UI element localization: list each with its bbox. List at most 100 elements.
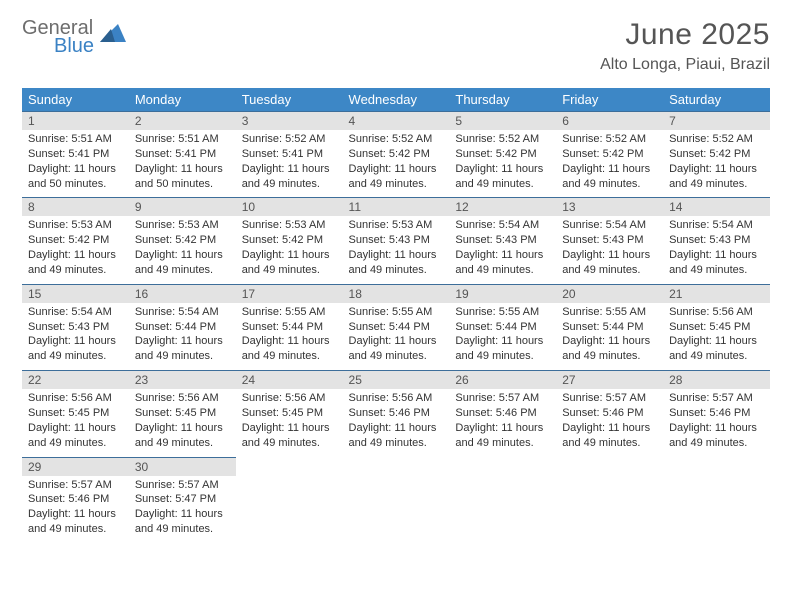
- day-details: Sunrise: 5:55 AMSunset: 5:44 PMDaylight:…: [449, 303, 556, 370]
- sunrise-line: Sunrise: 5:54 AM: [135, 306, 219, 318]
- day-number: 7: [663, 111, 770, 130]
- daylight-line: Daylight: 11 hours and 49 minutes.: [349, 163, 437, 190]
- sunrise-line: Sunrise: 5:54 AM: [455, 219, 539, 231]
- sunset-line: Sunset: 5:44 PM: [562, 321, 643, 333]
- sunrise-line: Sunrise: 5:57 AM: [669, 392, 753, 404]
- calendar-day-cell: 8Sunrise: 5:53 AMSunset: 5:42 PMDaylight…: [22, 197, 129, 283]
- calendar-day-cell: 11Sunrise: 5:53 AMSunset: 5:43 PMDayligh…: [343, 197, 450, 283]
- sunset-line: Sunset: 5:46 PM: [455, 407, 536, 419]
- sunset-line: Sunset: 5:46 PM: [349, 407, 430, 419]
- daylight-line: Daylight: 11 hours and 49 minutes.: [562, 422, 650, 449]
- sunset-line: Sunset: 5:43 PM: [455, 234, 536, 246]
- day-number: 12: [449, 197, 556, 216]
- calendar-week-row: 15 Sunrise: 5:54 AM Sunset: 5:43 PM Dayligh…: [22, 284, 770, 370]
- day-details: Sunrise: 5:56 AMSunset: 5:45 PMDaylight:…: [129, 389, 236, 456]
- day-number: 28: [663, 370, 770, 389]
- day-details: Sunrise: 5:53 AMSunset: 5:42 PMDaylight:…: [236, 216, 343, 283]
- daylight-line: Daylight: 11 hours and 49 minutes.: [242, 422, 330, 449]
- day-details: Sunrise: 5:55 AM Sunset: 5:44 PM Daylight:…: [556, 303, 663, 370]
- day-number: 30: [129, 457, 236, 476]
- calendar-table: SundayMondayTuesdayWednesdayThursdayFrid…: [22, 88, 770, 543]
- day-number: 13: [556, 197, 663, 216]
- calendar-day-cell: 4Sunrise: 5:52 AMSunset: 5:42 PMDaylight…: [343, 111, 450, 197]
- calendar-empty-cell: [556, 457, 663, 543]
- day-details: Sunrise: 5:57 AM Sunset: 5:46 PM Daylight:…: [22, 476, 129, 543]
- sunset-line: Sunset: 5:45 PM: [242, 407, 323, 419]
- calendar-day-cell: 5Sunrise: 5:52 AMSunset: 5:42 PMDaylight…: [449, 111, 556, 197]
- sunset-line: Sunset: 5:42 PM: [455, 148, 536, 160]
- calendar-empty-cell: [663, 457, 770, 543]
- calendar-day-cell: 15 Sunrise: 5:54 AM Sunset: 5:43 PM Dayligh…: [22, 284, 129, 370]
- sunset-line: Sunset: 5:41 PM: [28, 148, 109, 160]
- day-number: 5: [449, 111, 556, 130]
- sunset-line: Sunset: 5:44 PM: [455, 321, 536, 333]
- weekday-header-row: SundayMondayTuesdayWednesdayThursdayFrid…: [22, 88, 770, 111]
- sunset-line: Sunset: 5:46 PM: [669, 407, 750, 419]
- calendar-day-cell: 26Sunrise: 5:57 AMSunset: 5:46 PMDayligh…: [449, 370, 556, 456]
- day-details: Sunrise: 5:55 AMSunset: 5:44 PMDaylight:…: [236, 303, 343, 370]
- daylight-line: Daylight: 11 hours and 49 minutes.: [135, 335, 223, 362]
- logo: General Blue: [22, 18, 126, 56]
- calendar-day-cell: 9Sunrise: 5:53 AMSunset: 5:42 PMDaylight…: [129, 197, 236, 283]
- day-number: 6: [556, 111, 663, 130]
- day-details: Sunrise: 5:53 AMSunset: 5:43 PMDaylight:…: [343, 216, 450, 283]
- calendar-day-cell: 19Sunrise: 5:55 AMSunset: 5:44 PMDayligh…: [449, 284, 556, 370]
- sunrise-line: Sunrise: 5:54 AM: [28, 306, 112, 318]
- calendar-day-cell: 1Sunrise: 5:51 AMSunset: 5:41 PMDaylight…: [22, 111, 129, 197]
- sunrise-line: Sunrise: 5:56 AM: [349, 392, 433, 404]
- calendar-empty-cell: [343, 457, 450, 543]
- sunrise-line: Sunrise: 5:53 AM: [242, 219, 326, 231]
- sunrise-line: Sunrise: 5:57 AM: [28, 479, 112, 491]
- day-number: 8: [22, 197, 129, 216]
- day-number: 4: [343, 111, 450, 130]
- day-details: Sunrise: 5:54 AMSunset: 5:43 PMDaylight:…: [449, 216, 556, 283]
- header: General Blue June 2025 Alto Longa, Piaui…: [22, 18, 770, 74]
- sunset-line: Sunset: 5:43 PM: [28, 321, 109, 333]
- sunrise-line: Sunrise: 5:55 AM: [562, 306, 646, 318]
- day-number: 22: [22, 370, 129, 389]
- daylight-line: Daylight: 11 hours and 49 minutes.: [669, 249, 757, 276]
- sunset-line: Sunset: 5:41 PM: [242, 148, 323, 160]
- sunset-line: Sunset: 5:43 PM: [669, 234, 750, 246]
- day-number: 15: [22, 284, 129, 303]
- sunrise-line: Sunrise: 5:56 AM: [28, 392, 112, 404]
- day-details: Sunrise: 5:55 AMSunset: 5:44 PMDaylight:…: [343, 303, 450, 370]
- daylight-line: Daylight: 11 hours and 49 minutes.: [28, 335, 116, 362]
- day-number: 1: [22, 111, 129, 130]
- sunrise-line: Sunrise: 5:57 AM: [562, 392, 646, 404]
- weekday-header: Tuesday: [236, 88, 343, 111]
- sunset-line: Sunset: 5:45 PM: [135, 407, 216, 419]
- weekday-header: Saturday: [663, 88, 770, 111]
- calendar-day-cell: 16Sunrise: 5:54 AMSunset: 5:44 PMDayligh…: [129, 284, 236, 370]
- daylight-line: Daylight: 11 hours and 49 minutes.: [135, 249, 223, 276]
- sunset-line: Sunset: 5:46 PM: [28, 493, 109, 505]
- weekday-header: Monday: [129, 88, 236, 111]
- day-details: Sunrise: 5:52 AMSunset: 5:41 PMDaylight:…: [236, 130, 343, 197]
- day-details: Sunrise: 5:54 AMSunset: 5:43 PMDaylight:…: [556, 216, 663, 283]
- daylight-line: Daylight: 11 hours and 49 minutes.: [28, 508, 116, 535]
- daylight-line: Daylight: 11 hours and 49 minutes.: [669, 422, 757, 449]
- day-number: 11: [343, 197, 450, 216]
- daylight-line: Daylight: 11 hours and 49 minutes.: [135, 508, 223, 535]
- calendar-empty-cell: [236, 457, 343, 543]
- daylight-line: Daylight: 11 hours and 49 minutes.: [562, 163, 650, 190]
- daylight-line: Daylight: 11 hours and 49 minutes.: [562, 335, 650, 362]
- calendar-day-cell: 29Sunrise: 5:57 AMSunset: 5:46 PMDayligh…: [22, 457, 129, 543]
- sunset-line: Sunset: 5:42 PM: [135, 234, 216, 246]
- calendar-day-cell: 12Sunrise: 5:54 AMSunset: 5:43 PMDayligh…: [449, 197, 556, 283]
- daylight-line: Daylight: 11 hours and 49 minutes.: [669, 335, 757, 362]
- sunset-line: Sunset: 5:42 PM: [349, 148, 430, 160]
- sunrise-line: Sunrise: 5:57 AM: [135, 479, 219, 491]
- sunrise-line: Sunrise: 5:53 AM: [135, 219, 219, 231]
- page-title: June 2025: [600, 18, 770, 52]
- sunrise-line: Sunrise: 5:51 AM: [135, 133, 219, 145]
- day-number: 14: [663, 197, 770, 216]
- sunrise-line: Sunrise: 5:54 AM: [669, 219, 753, 231]
- sunrise-line: Sunrise: 5:55 AM: [349, 306, 433, 318]
- sunset-line: Sunset: 5:45 PM: [669, 321, 750, 333]
- sunrise-line: Sunrise: 5:57 AM: [455, 392, 539, 404]
- day-details: Sunrise: 5:53 AM Sunset: 5:42 PM Daylight:…: [129, 216, 236, 283]
- day-number: 18: [343, 284, 450, 303]
- sunrise-line: Sunrise: 5:51 AM: [28, 133, 112, 145]
- day-details: Sunrise: 5:53 AMSunset: 5:42 PMDaylight:…: [22, 216, 129, 283]
